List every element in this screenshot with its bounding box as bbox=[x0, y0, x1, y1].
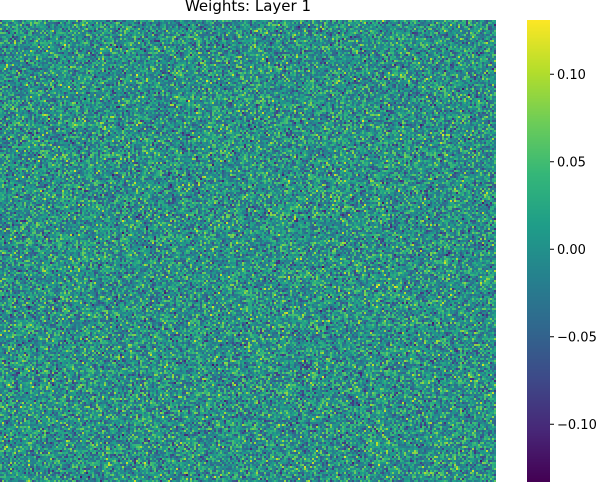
heatmap-cells bbox=[0, 20, 496, 482]
colorbar-tick-label: 0.00 bbox=[557, 243, 586, 258]
colorbar-gradient bbox=[527, 20, 550, 482]
colorbar-tick-label: −0.10 bbox=[557, 418, 597, 433]
colorbar-tick-label: −0.05 bbox=[557, 330, 597, 345]
colorbar-tick-label: 0.05 bbox=[557, 155, 586, 170]
chart-title: Weights: Layer 1 bbox=[184, 0, 312, 15]
colorbar-tick-label: 0.10 bbox=[557, 68, 586, 83]
colorbar-axis: 0.10 0.05 0.00 −0.05 −0.10 bbox=[550, 68, 597, 433]
